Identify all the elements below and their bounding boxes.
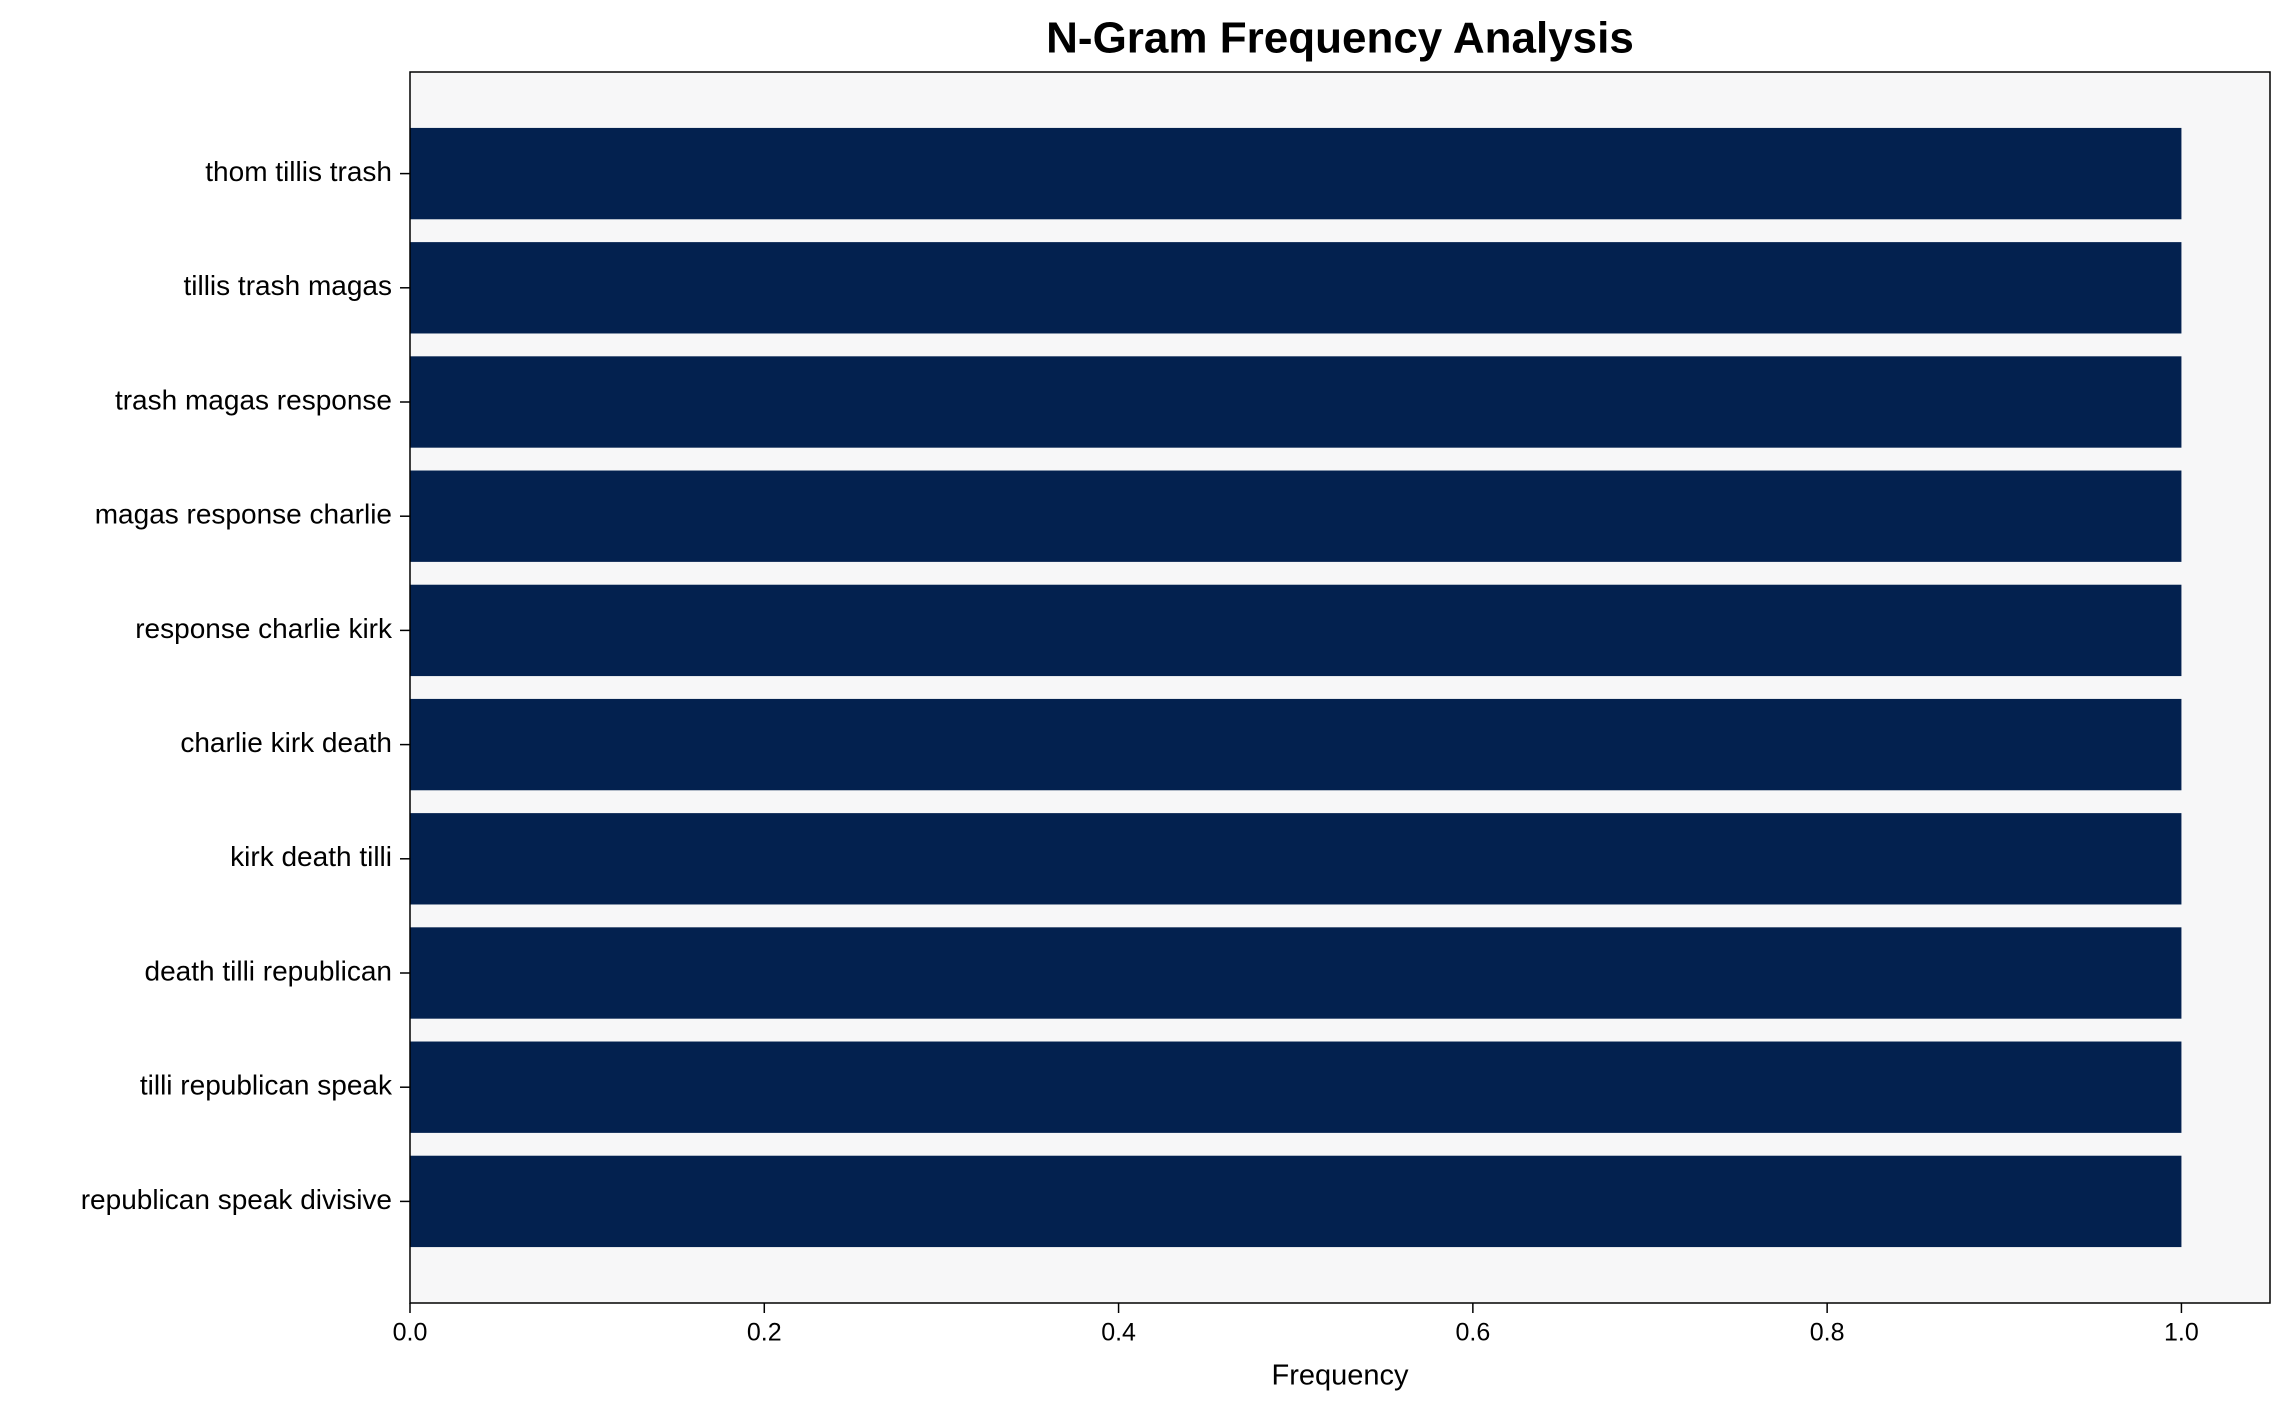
bar	[410, 470, 2182, 562]
bar	[410, 698, 2182, 791]
y-tick-label: response charlie kirk	[135, 613, 393, 644]
y-tick-label: charlie kirk death	[180, 727, 392, 758]
x-tick-label: 0.2	[747, 1319, 782, 1347]
y-tick-label: thom tillis trash	[205, 156, 392, 187]
x-tick-label: 0.4	[1101, 1319, 1136, 1347]
x-tick-label: 0.0	[393, 1319, 428, 1347]
y-tick-label: kirk death tilli	[230, 841, 392, 872]
bar	[410, 584, 2182, 677]
x-tick-label: 0.8	[1810, 1319, 1845, 1347]
y-tick-label: republican speak divisive	[81, 1184, 392, 1215]
x-tick-label: 1.0	[2164, 1319, 2199, 1347]
bar	[410, 927, 2182, 1019]
chart-title: N-Gram Frequency Analysis	[1046, 14, 1634, 63]
y-tick-label: death tilli republican	[145, 955, 393, 986]
bar	[410, 813, 2182, 905]
bar	[410, 1155, 2182, 1248]
bar	[410, 242, 2182, 334]
plot-frame	[409, 71, 2271, 1304]
bar	[410, 127, 2182, 220]
x-tick-label: 0.6	[1455, 1319, 1490, 1347]
y-tick-label: tillis trash magas	[183, 270, 392, 301]
y-tick-label: trash magas response	[115, 384, 392, 415]
bar	[410, 1041, 2182, 1133]
bar	[410, 356, 2182, 448]
y-tick-label: tilli republican speak	[140, 1070, 393, 1101]
y-tick-label: magas response charlie	[95, 499, 392, 530]
x-axis-label: Frequency	[1271, 1360, 1409, 1392]
